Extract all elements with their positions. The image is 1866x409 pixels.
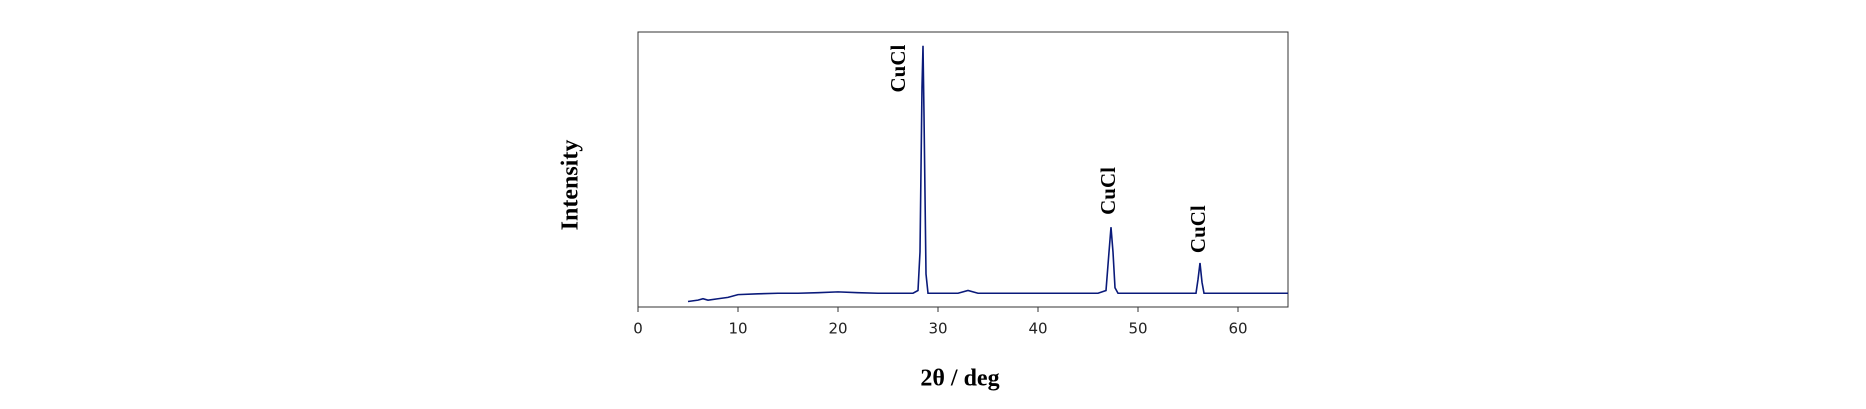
x-tick-label: 30: [928, 320, 947, 338]
data-line: [687, 45, 1288, 303]
peak-annotation: CuCl: [886, 44, 910, 92]
x-tick-label: 10: [728, 320, 747, 338]
x-tick-label: 0: [633, 320, 643, 338]
x-tick-label: 40: [1028, 320, 1047, 338]
x-tick-label: 20: [828, 320, 847, 338]
x-axis-label: 2θ / deg: [920, 366, 999, 392]
y-axis-label: Intensity: [558, 140, 584, 231]
plot-frame: [637, 31, 1289, 308]
x-tick-label: 50: [1128, 320, 1147, 338]
peak-annotation: CuCl: [1096, 167, 1120, 215]
x-tick-label: 60: [1228, 320, 1247, 338]
peak-annotation: CuCl: [1186, 205, 1210, 253]
